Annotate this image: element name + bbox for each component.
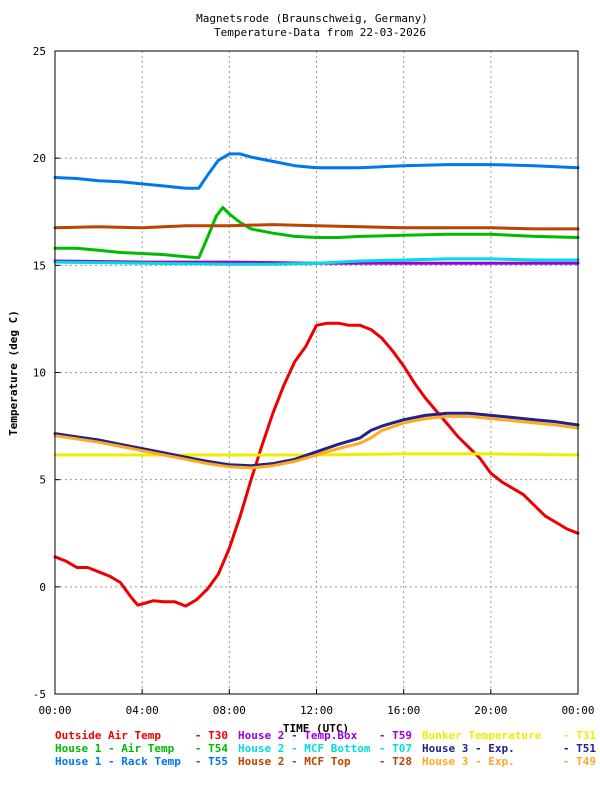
legend-entry-name: House 3 - Exp. [422,742,515,755]
legend-entry-sensor: - T28 [379,755,412,768]
series-line-t51 [53,411,580,468]
y-axis-label: Temperature (deg C) [7,310,20,436]
series-layer [53,152,580,608]
y-tick-label: 5 [39,474,46,487]
x-tick-label: 16:00 [387,704,420,717]
legend-entry-name: Outside Air Temp [55,729,161,742]
legend-entry-name: House 2 - MCF Top [238,755,351,768]
legend-entry-name: House 1 - Air Temp [55,742,175,755]
legend-entry-name: House 3 - Exp. [422,755,515,768]
series-line-t07 [53,257,580,266]
legend-entry-sensor: - T59 [379,729,412,742]
series-line-t30 [53,321,580,608]
grid [55,51,578,694]
x-tick-label: 00:00 [38,704,71,717]
legend-entry-name: House 1 - Rack Temp [55,755,181,768]
x-tick-label: 00:00 [561,704,594,717]
series-line-t28 [53,223,580,231]
y-tick-label: 10 [33,367,46,380]
legend-entry-name: House 2 - MCF Bottom [238,742,371,755]
legend-entry-name: Bunker Temperature [422,729,542,742]
legend-entry-sensor: - T31 [563,729,596,742]
x-axis-ticks: 00:00 04:00 08:00 12:00 16:00 20:00 00:00 [38,689,595,717]
chart-subtitle: Temperature-Data from 22-03-2026 [214,26,426,39]
y-tick-label: 20 [33,152,46,165]
legend-entry-sensor: - T49 [563,755,596,768]
chart-title: Magnetsrode (Braunschweig, Germany) [196,12,428,25]
legend-entry-name: House 2 - Temp.Box [238,729,358,742]
x-tick-label: 20:00 [474,704,507,717]
legend-entry-sensor: - T51 [563,742,596,755]
series-line-t49 [53,414,580,470]
x-tick-label: 04:00 [126,704,159,717]
legend-entry-sensor: - T30 [195,729,228,742]
x-axis-label: TIME (UTC) [283,722,349,735]
legend: Outside Air Temp - T30 House 2 - Temp.Box -… [55,729,596,768]
y-tick-label: 15 [33,259,46,272]
legend-entry-sensor: - T54 [195,742,228,755]
series-line-t55 [53,152,580,190]
legend-entry-sensor: - T07 [379,742,412,755]
series-line-t54 [53,206,580,260]
y-tick-label: -5 [33,688,46,701]
x-tick-label: 08:00 [213,704,246,717]
legend-entry-sensor: - T55 [195,755,228,768]
y-tick-label: 25 [33,45,46,58]
y-tick-label: 0 [39,581,46,594]
y-axis-ticks: -5 0 5 10 15 20 25 [33,45,60,701]
x-tick-label: 12:00 [300,704,333,717]
